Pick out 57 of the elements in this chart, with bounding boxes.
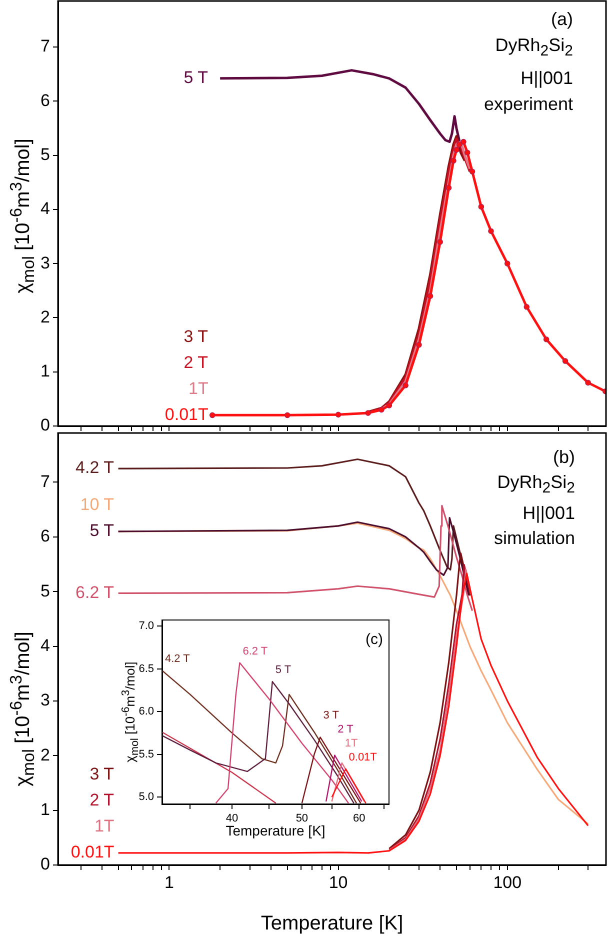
y-tick-label: 7 <box>40 472 50 491</box>
y-tick-label: 6 <box>40 90 50 110</box>
y-tick-label: 3 <box>40 253 50 272</box>
y-tick-label: 0 <box>40 854 50 874</box>
series-label: 0.01T <box>70 842 114 862</box>
y-tick-label: 5 <box>40 144 50 164</box>
series-label: 4.2 T <box>76 458 114 478</box>
y-tick-label: 6.0 <box>138 706 154 718</box>
y-tick-label: 2 <box>40 307 50 326</box>
annotation: DyRh$_{2}$Si$_{2}$ <box>494 34 573 62</box>
series-label: 5 T <box>184 68 208 88</box>
series-label: 6.2 T <box>242 645 268 658</box>
y-tick-label: 0 <box>40 416 50 435</box>
x-axis-title: Temperature [K] <box>226 822 326 838</box>
y-tick-label: 6 <box>40 526 50 546</box>
text: 3 T <box>184 326 208 346</box>
annotation: H||001 <box>522 502 575 525</box>
text: 1T <box>94 816 114 836</box>
x-tick-label: 10 <box>328 872 348 892</box>
annotation: simulation <box>494 526 575 550</box>
x-tick-label: 100 <box>493 872 522 892</box>
x-tick-label: 50 <box>296 812 308 825</box>
x-tick-label: 40 <box>226 812 238 825</box>
text: 3 T <box>90 764 114 784</box>
series-label: 4.2 T <box>165 653 190 666</box>
y-tick-label: 5.0 <box>138 791 154 804</box>
text: 2 T <box>184 352 208 372</box>
y-tick-label: 3 <box>40 690 50 710</box>
annotation: (c) <box>366 631 383 649</box>
y-tick-label: 5.5 <box>138 748 154 760</box>
text: 2 T <box>90 790 114 810</box>
series-label: 0.01T <box>164 404 208 424</box>
annotation: (b) <box>552 446 575 469</box>
series-label: 0.01T <box>348 751 378 764</box>
series-label: 5 T <box>275 664 292 676</box>
text: 1T <box>188 378 208 398</box>
y-tick-label: 6.5 <box>138 662 154 675</box>
series-label: 6.2 T <box>76 582 114 602</box>
y-tick-label: 7 <box>40 36 50 56</box>
annotation: DyRh$_{2}$Si$_{2}$ <box>496 471 575 499</box>
y-tick-label: 1 <box>40 362 50 381</box>
y-tick-label: 5 <box>40 581 50 600</box>
annotation: experiment <box>484 92 573 116</box>
x-tick-label: 1 <box>164 872 174 892</box>
series-label: 10 T <box>80 495 114 514</box>
y-tick-label: 7.0 <box>138 620 154 632</box>
x-tick-label: 60 <box>352 812 366 825</box>
series-label: 1T <box>344 737 358 750</box>
series-label: 2 T <box>338 723 354 736</box>
y-tick-label: 4 <box>40 636 50 655</box>
y-tick-label: 2 <box>40 745 50 764</box>
y-tick-label: 4 <box>40 199 50 218</box>
x-axis-title: Temperature [K] <box>260 912 404 935</box>
series-label: 3 T <box>323 709 340 722</box>
series-label: 5 T <box>90 521 114 540</box>
annotation: H||001 <box>520 66 573 90</box>
annotation: (a) <box>550 8 573 31</box>
